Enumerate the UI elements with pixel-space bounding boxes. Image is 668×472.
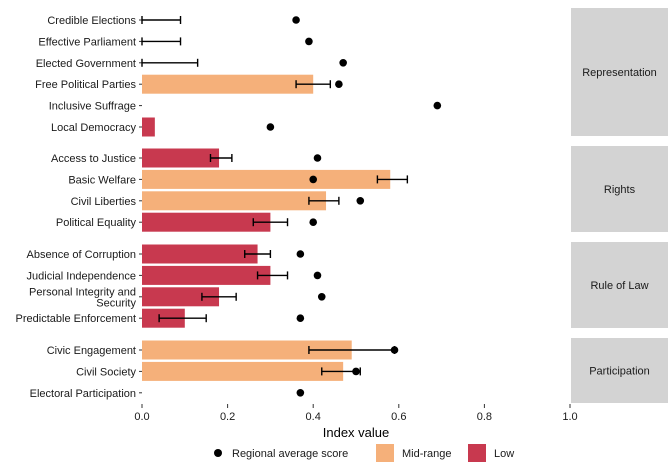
regional-average-point (317, 293, 326, 301)
regional-average-point (352, 367, 360, 376)
y-tick-label: Electoral Participation (30, 388, 136, 400)
bar (142, 244, 258, 264)
y-tick-label: Personal Integrity and Security (29, 286, 137, 309)
y-tick-label: Effective Parliament (38, 36, 136, 48)
y-tick-label: Civic Engagement (47, 345, 136, 357)
facet-strips: Representation Rights Rule of Law Participa… (571, 8, 668, 403)
x-axis: 0.0 0.2 0.4 0.6 0.8 1.0 (134, 404, 578, 423)
legend-item-mid-range: Mid-range (376, 444, 452, 462)
facet-panels: Credible Elections Effective Parliament El… (16, 15, 442, 400)
facet-strip-label: Participation (589, 366, 650, 378)
x-tick-label: 0.4 (306, 411, 321, 423)
facet-strip-label: Rights (604, 184, 636, 196)
facet-strip (571, 338, 668, 403)
x-tick-label: 0.0 (134, 411, 149, 423)
regional-average-point (296, 389, 305, 397)
legend-fill-key (468, 444, 486, 462)
regional-average-point (390, 346, 399, 354)
bar (142, 361, 344, 381)
bar (142, 117, 155, 137)
regional-average-point (309, 218, 318, 226)
y-tick-label: Political Equality (56, 217, 137, 229)
regional-average-point (296, 314, 305, 323)
x-tick-label: 1.0 (562, 411, 577, 423)
y-tick-label: Free Political Parties (35, 79, 136, 91)
panel-rule-of-law: Absence of Corruption Judicial Independen… (16, 244, 326, 328)
y-tick-label: Basic Welfare (68, 174, 136, 186)
regional-average-point (309, 175, 318, 184)
regional-average-point (356, 197, 365, 205)
y-tick-label: Access to Justice (51, 153, 136, 165)
regional-average-point (266, 123, 275, 131)
panel-representation: Credible Elections Effective Parliament El… (35, 15, 442, 137)
facet-strip (571, 146, 668, 232)
legend-fill-key (376, 444, 394, 462)
y-tick-label: Judicial Independence (27, 270, 136, 282)
panel-rights: Access to Justice Basic Welfare Civil Libe… (51, 148, 409, 232)
regional-average-point (313, 154, 322, 162)
y-tick-label: Predictable Enforcement (16, 313, 136, 325)
bar (142, 169, 391, 189)
facet-strip-label: Rule of Law (590, 280, 648, 292)
y-tick-label: Local Democracy (51, 122, 136, 134)
legend-label: Mid-range (402, 448, 452, 460)
legend: Regional average score Mid-range Low (214, 444, 514, 462)
panel-participation: Civic Engagement Civil Society Electoral P… (30, 340, 399, 400)
facet-strip (571, 8, 668, 136)
x-axis-title: Index value (323, 425, 390, 440)
regional-average-point (433, 101, 442, 110)
x-tick-label: 0.6 (391, 411, 406, 423)
x-tick-label: 0.2 (220, 411, 235, 423)
bar (142, 191, 327, 211)
y-tick-label: Absence of Corruption (27, 249, 136, 261)
bar (142, 265, 271, 285)
legend-point-key (214, 449, 222, 457)
y-tick-label: Civil Liberties (71, 196, 137, 208)
regional-average-point (292, 16, 300, 24)
facet-strip (571, 242, 668, 328)
legend-item-regional-average: Regional average score (214, 448, 348, 460)
bar (142, 287, 220, 307)
y-tick-label: Civil Society (76, 366, 136, 378)
regional-average-point (335, 80, 343, 88)
y-tick-label: Elected Government (36, 58, 136, 70)
bar (142, 340, 352, 360)
regional-average-point (296, 250, 305, 258)
facet-strip-label: Representation (582, 67, 657, 79)
bar (142, 148, 220, 168)
legend-label: Regional average score (232, 448, 348, 460)
bar (142, 74, 314, 94)
y-tick-label: Inclusive Suffrage (49, 101, 136, 113)
regional-average-point (339, 59, 347, 67)
x-tick-label: 0.8 (477, 411, 492, 423)
y-tick-label: Credible Elections (47, 15, 136, 27)
regional-average-point (313, 271, 322, 280)
regional-average-point (305, 37, 313, 46)
legend-item-low: Low (468, 444, 514, 462)
legend-label: Low (494, 448, 514, 460)
bar (142, 212, 271, 232)
